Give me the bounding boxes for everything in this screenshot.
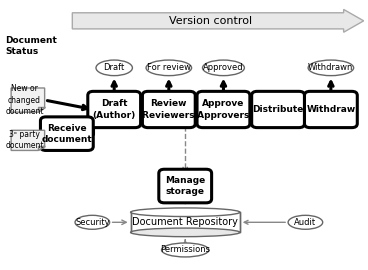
- FancyBboxPatch shape: [252, 91, 304, 128]
- Ellipse shape: [308, 60, 354, 76]
- Ellipse shape: [202, 60, 244, 76]
- Text: Distribute: Distribute: [252, 105, 304, 114]
- Text: Withdraw: Withdraw: [306, 105, 355, 114]
- Text: Receive
document: Receive document: [42, 124, 92, 144]
- Ellipse shape: [288, 215, 323, 229]
- Text: 3ᵒ party
document: 3ᵒ party document: [6, 130, 44, 150]
- Ellipse shape: [96, 60, 132, 76]
- Text: Document Repository: Document Repository: [132, 217, 238, 227]
- Ellipse shape: [146, 60, 192, 76]
- Text: Document
Status: Document Status: [5, 36, 57, 56]
- FancyBboxPatch shape: [88, 91, 141, 128]
- Polygon shape: [38, 146, 45, 150]
- Text: Security: Security: [75, 218, 110, 227]
- Text: Manage
storage: Manage storage: [165, 176, 205, 196]
- Text: Approve
(Approvers): Approve (Approvers): [193, 99, 254, 120]
- Text: New or
changed
document: New or changed document: [6, 85, 44, 116]
- Text: Withdrawn: Withdrawn: [308, 63, 354, 72]
- Text: For review: For review: [147, 63, 191, 72]
- Text: Audit: Audit: [294, 218, 316, 227]
- FancyBboxPatch shape: [142, 91, 195, 128]
- Polygon shape: [72, 9, 364, 32]
- Ellipse shape: [75, 215, 110, 229]
- FancyBboxPatch shape: [40, 117, 93, 150]
- Polygon shape: [11, 130, 45, 150]
- Text: Draft: Draft: [103, 63, 125, 72]
- Text: Permissions: Permissions: [160, 245, 210, 254]
- Text: Review
(Reviewers): Review (Reviewers): [138, 99, 199, 120]
- Text: Version control: Version control: [169, 16, 252, 26]
- Text: Draft
(Author): Draft (Author): [93, 99, 136, 120]
- Bar: [131, 212, 240, 232]
- Ellipse shape: [131, 208, 240, 217]
- FancyBboxPatch shape: [304, 91, 357, 128]
- Ellipse shape: [162, 243, 209, 257]
- Polygon shape: [38, 107, 45, 112]
- Ellipse shape: [131, 228, 240, 237]
- Text: Approved: Approved: [203, 63, 244, 72]
- FancyBboxPatch shape: [197, 91, 250, 128]
- FancyBboxPatch shape: [159, 169, 212, 203]
- Polygon shape: [11, 88, 45, 112]
